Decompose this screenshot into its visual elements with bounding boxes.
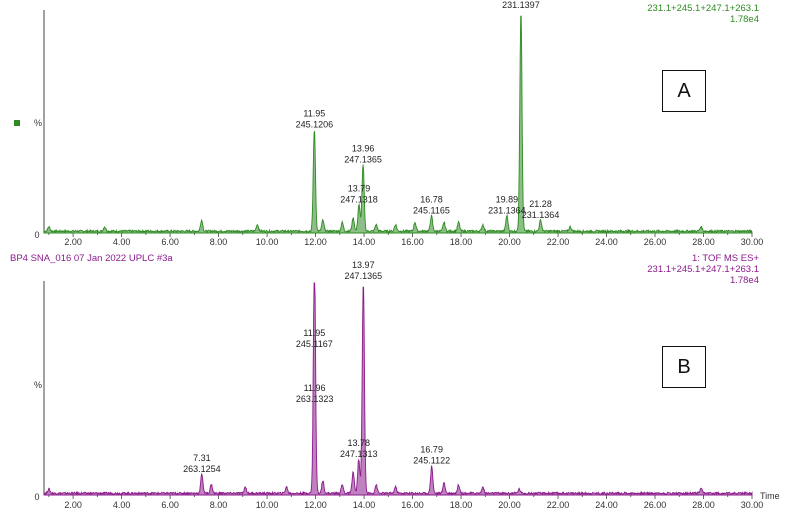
panel-a-mass-channels: 231.1+245.1+247.1+263.1 — [647, 3, 759, 14]
panel-b-intensity: 1.78e4 — [730, 275, 759, 286]
panel-b-x-tick-label: 24.00 — [595, 500, 618, 510]
panel-a-x-tick-label: 8.00 — [210, 237, 228, 247]
panel-b-peak-rt-label: 11.96 — [304, 383, 326, 393]
panel-a-peak-mass-label: 247.1365 — [344, 155, 382, 165]
panel-b-x-tick-label: 6.00 — [161, 500, 179, 510]
panel-b-peak-rt-label: 13.97 — [352, 260, 375, 270]
panel-a-peak-rt-label: 13.96 — [352, 144, 375, 154]
panel-a-intensity: 1.78e4 — [730, 14, 759, 25]
panel-b-x-tick-label: 14.00 — [353, 500, 376, 510]
panel-b-mass-channels: 231.1+245.1+247.1+263.1 — [647, 264, 759, 275]
panel-a-x-tick-label: 26.00 — [644, 237, 667, 247]
panel-b-x-tick-label: 8.00 — [210, 500, 228, 510]
panel-b-peak-mass-label: 263.1254 — [183, 464, 221, 474]
panel-a-x-tick-label: 30.00 — [741, 237, 764, 247]
panel-b-x-tick-label: 18.00 — [450, 500, 473, 510]
panel-b-x-axis-label: Time — [760, 491, 780, 501]
panel-a-x-tick-label: 20.00 — [498, 237, 521, 247]
panel-a-x-tick-label: 28.00 — [692, 237, 715, 247]
panel-b-x-tick-label: 16.00 — [401, 500, 424, 510]
panel-b-x-tick-label: 10.00 — [256, 500, 279, 510]
panel-b-label-box: B — [662, 346, 706, 388]
panel-a-peak-mass-label: 231.1364 — [488, 206, 526, 216]
panel-b-label: B — [677, 355, 691, 378]
panel-a-peak-mass-label: 231.1397 — [502, 0, 540, 10]
panel-a-x-tick-label: 14.00 — [353, 237, 376, 247]
panel-a-y-axis-label: % — [34, 118, 42, 128]
panel-b-x-tick-label: 12.00 — [304, 500, 327, 510]
panel-a-x-tick-label: 10.00 — [256, 237, 279, 247]
panel-a-peak-rt-label: 19.89 — [496, 195, 519, 205]
panel-b-sample-header: BP4 SNA_016 07 Jan 2022 UPLC #3a — [10, 253, 173, 264]
panel-b-peak-mass-label: 247.1365 — [345, 271, 383, 281]
panel-b-trace — [43, 282, 753, 496]
panel-a-x-tick-label: 4.00 — [113, 237, 131, 247]
panel-b-peak-rt-label: 11.95 — [303, 328, 325, 338]
panel-a-peak-mass-label: 231.1364 — [522, 210, 560, 220]
panel-a-peak-rt-label: 11.95 — [303, 108, 325, 118]
panel-a-label-box: A — [662, 70, 706, 112]
panel-a-x-tick-label: 24.00 — [595, 237, 618, 247]
panel-a-x-tick-label: 22.00 — [547, 237, 570, 247]
panel-b-peak-rt-label: 13.78 — [347, 438, 370, 448]
chromatogram-panel-b: BP4 SNA_016 07 Jan 2022 UPLC #3a 1: TOF … — [10, 253, 780, 510]
panel-a-y-zero-label: 0 — [34, 230, 39, 240]
panel-a-peak-rt-label: 21.28 — [529, 199, 552, 209]
panel-b-peak-mass-label: 245.1122 — [413, 455, 450, 465]
panel-a-peak-rt-label: 13.79 — [348, 183, 371, 193]
panel-b-peak-mass-label: 247.1313 — [340, 449, 378, 459]
panel-b-peak-mass-label: 245.1167 — [296, 339, 333, 349]
panel-a-x-tick-label: 16.00 — [401, 237, 424, 247]
panel-b-x-tick-label: 2.00 — [64, 500, 82, 510]
panel-a-peak-mass-label: 245.1206 — [296, 119, 334, 129]
panel-b-x-tick-label: 4.00 — [113, 500, 131, 510]
panel-a-x-tick-label: 6.00 — [161, 237, 179, 247]
panel-a-trace — [43, 15, 753, 234]
panel-b-scan-header: 1: TOF MS ES+ — [692, 253, 759, 264]
panel-b-x-tick-label: 26.00 — [644, 500, 667, 510]
panel-a-x-tick-label: 12.00 — [304, 237, 327, 247]
chromatogram-panel-a: 231.1+245.1+247.1+263.1 1.78e4 % 0 2.00 4… — [14, 0, 763, 247]
panel-a-peak-rt-label: 16.78 — [420, 195, 443, 205]
panel-b-x-tick-label: 28.00 — [692, 500, 715, 510]
panel-b-x-tick-label: 20.00 — [498, 500, 521, 510]
panel-a-x-tick-label: 18.00 — [450, 237, 473, 247]
panel-a-peak-mass-label: 247.1318 — [340, 194, 378, 204]
panel-b-peak-rt-label: 16.79 — [420, 444, 443, 454]
panel-a-peak-mass-label: 245.1165 — [413, 206, 450, 216]
panel-a-legend-marker — [14, 120, 20, 126]
panel-a-x-tick-label: 2.00 — [64, 237, 82, 247]
panel-b-x-tick-label: 22.00 — [547, 500, 570, 510]
panel-b-peak-rt-label: 7.31 — [193, 453, 211, 463]
panel-b-y-axis-label: % — [34, 380, 42, 390]
panel-a-label: A — [677, 79, 691, 102]
panel-b-y-zero-label: 0 — [34, 492, 39, 502]
panel-b-peak-mass-label: 263.1323 — [296, 394, 334, 404]
panel-b-x-tick-label: 30.00 — [741, 500, 764, 510]
